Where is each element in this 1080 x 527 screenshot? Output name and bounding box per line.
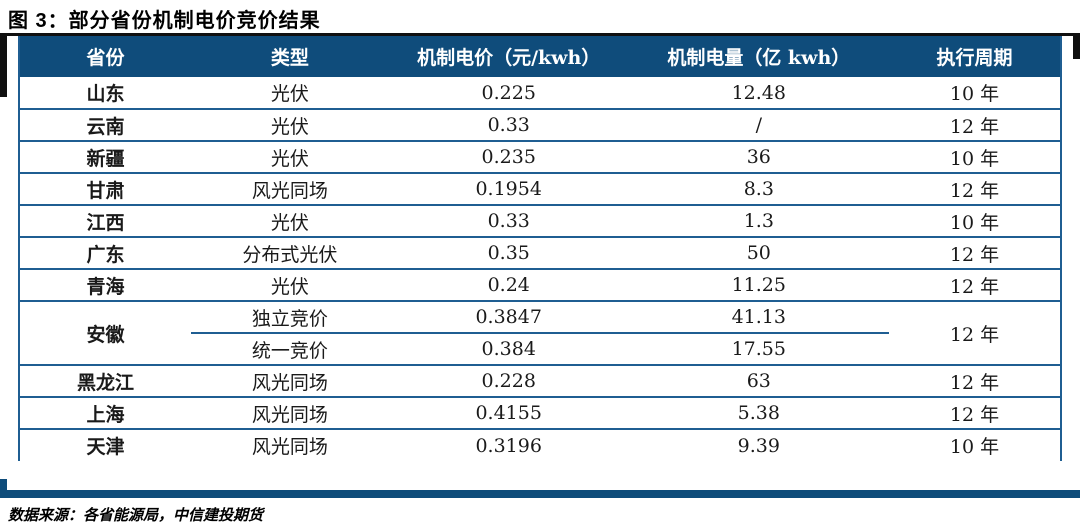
table-cell-province: 山东: [19, 77, 191, 110]
table-cell-price: 0.3196: [388, 429, 629, 461]
table-cell-price: 0.225: [388, 77, 629, 110]
table-cell-volume: 50: [628, 237, 890, 270]
column-header: 省份: [19, 36, 191, 77]
table-cell-volume: 12.48: [628, 77, 890, 110]
bottom-bar-divider: [0, 490, 1080, 498]
bottom-left-corner-tick: [0, 479, 7, 498]
table-cell-price: 0.33: [388, 109, 629, 142]
table-cell-price: 0.384: [388, 333, 629, 366]
table-cell-volume: 41.13: [628, 301, 890, 334]
table-cell-type: 光伏: [190, 109, 389, 142]
table-cell-volume: /: [628, 109, 890, 142]
column-header: 机制电价（元/kwh）: [388, 36, 629, 77]
table-row: 江西 光伏 0.33 1.3 10 年: [19, 205, 1061, 238]
table-cell-volume: 63: [628, 365, 890, 398]
table-cell-period: 10 年: [889, 429, 1061, 461]
table-row: 青海 光伏 0.24 11.25 12 年: [19, 269, 1061, 302]
table-cell-period: 12 年: [889, 269, 1061, 302]
table-cell-type: 风光同场: [190, 397, 389, 430]
table-cell-volume: 11.25: [628, 269, 890, 302]
table-row: 新疆 光伏 0.235 36 10 年: [19, 141, 1061, 174]
table-cell-province: 黑龙江: [19, 365, 191, 398]
table-cell-period: 12 年: [889, 301, 1061, 366]
table-row: 安徽 独立竞价 0.3847 41.13 12 年: [19, 301, 1061, 366]
table-cell-price: 0.35: [388, 237, 629, 270]
table-cell-type: 光伏: [190, 269, 389, 302]
table-row: 广东 分布式光伏 0.35 50 12 年: [19, 237, 1061, 270]
table-header-row: 省份 类型 机制电价（元/kwh） 机制电量（亿 kwh） 执行周期: [19, 36, 1061, 77]
table-row: 甘肃 风光同场 0.1954 8.3 12 年: [19, 173, 1061, 206]
table-cell-type: 风光同场: [190, 173, 389, 206]
table-cell-type: 风光同场: [190, 365, 389, 398]
table-cell-type: 统一竞价: [190, 333, 389, 366]
column-header: 机制电量（亿 kwh）: [628, 36, 890, 77]
table-cell-price: 0.4155: [388, 397, 629, 430]
table-cell-province: 新疆: [19, 141, 191, 174]
table-cell-type: 光伏: [190, 141, 389, 174]
table-cell-price: 0.33: [388, 205, 629, 238]
table-cell-period: 10 年: [889, 205, 1061, 238]
table-cell-volume: 5.38: [628, 397, 890, 430]
table-cell-type: 光伏: [190, 77, 389, 110]
table-cell-type: 独立竞价: [190, 301, 389, 334]
table-cell-type: 光伏: [190, 205, 389, 238]
table-row: 山东 光伏 0.225 12.48 10 年: [19, 77, 1061, 110]
table-row: 上海 风光同场 0.4155 5.38 12 年: [19, 397, 1061, 430]
table-cell-type: 分布式光伏: [190, 237, 389, 270]
table-cell-period: 10 年: [889, 141, 1061, 174]
table-cell-province: 甘肃: [19, 173, 191, 206]
table-cell-price: 0.24: [388, 269, 629, 302]
table-cell-period: 12 年: [889, 173, 1061, 206]
table-cell-period: 12 年: [889, 365, 1061, 398]
column-header: 执行周期: [889, 36, 1061, 77]
table-cell-price: 0.228: [388, 365, 629, 398]
table-cell-period: 12 年: [889, 237, 1061, 270]
table-cell-volume: 8.3: [628, 173, 890, 206]
top-right-corner-tick: [1073, 33, 1080, 59]
table-cell-volume: 17.55: [628, 333, 890, 366]
table-cell-price: 0.1954: [388, 173, 629, 206]
table-cell-price: 0.3847: [388, 301, 629, 334]
data-source-note: 数据来源：各省能源局，中信建投期货: [8, 506, 264, 524]
figure-title: 图 3：部分省份机制电价竞价结果: [8, 10, 321, 32]
table-cell-period: 12 年: [889, 397, 1061, 430]
table-row: 天津 风光同场 0.3196 9.39 10 年: [19, 429, 1061, 461]
table-row: 云南 光伏 0.33/12 年: [19, 109, 1061, 142]
mechanism-price-table: 省份 类型 机制电价（元/kwh） 机制电量（亿 kwh） 执行周期 山东 光伏 0.225…: [18, 36, 1062, 461]
table-cell-type: 风光同场: [190, 429, 389, 461]
table-cell-province: 安徽: [19, 301, 191, 366]
table-row: 黑龙江 风光同场 0.228 63 12 年: [19, 365, 1061, 398]
table-cell-volume: 9.39: [628, 429, 890, 461]
table-cell-province: 广东: [19, 237, 191, 270]
table-cell-province: 云南: [19, 109, 191, 142]
table-cell-province: 天津: [19, 429, 191, 461]
column-header: 类型: [190, 36, 389, 77]
table-cell-province: 江西: [19, 205, 191, 238]
top-rule-divider: [0, 33, 1080, 36]
table-cell-volume: 36: [628, 141, 890, 174]
table-cell-province: 青海: [19, 269, 191, 302]
table-cell-price: 0.235: [388, 141, 629, 174]
table-body: 山东 光伏 0.225 12.48 10 年云南 光伏 0.33/12 年新疆 光伏 0.235…: [19, 77, 1061, 461]
table-row: 统一竞价 0.384 17.55: [19, 333, 1061, 366]
table-cell-volume: 1.3: [628, 205, 890, 238]
table-cell-province: 上海: [19, 397, 191, 430]
table-cell-period: 10 年: [889, 77, 1061, 110]
table-cell-period: 12 年: [889, 109, 1061, 142]
top-left-corner-tick: [0, 33, 7, 97]
